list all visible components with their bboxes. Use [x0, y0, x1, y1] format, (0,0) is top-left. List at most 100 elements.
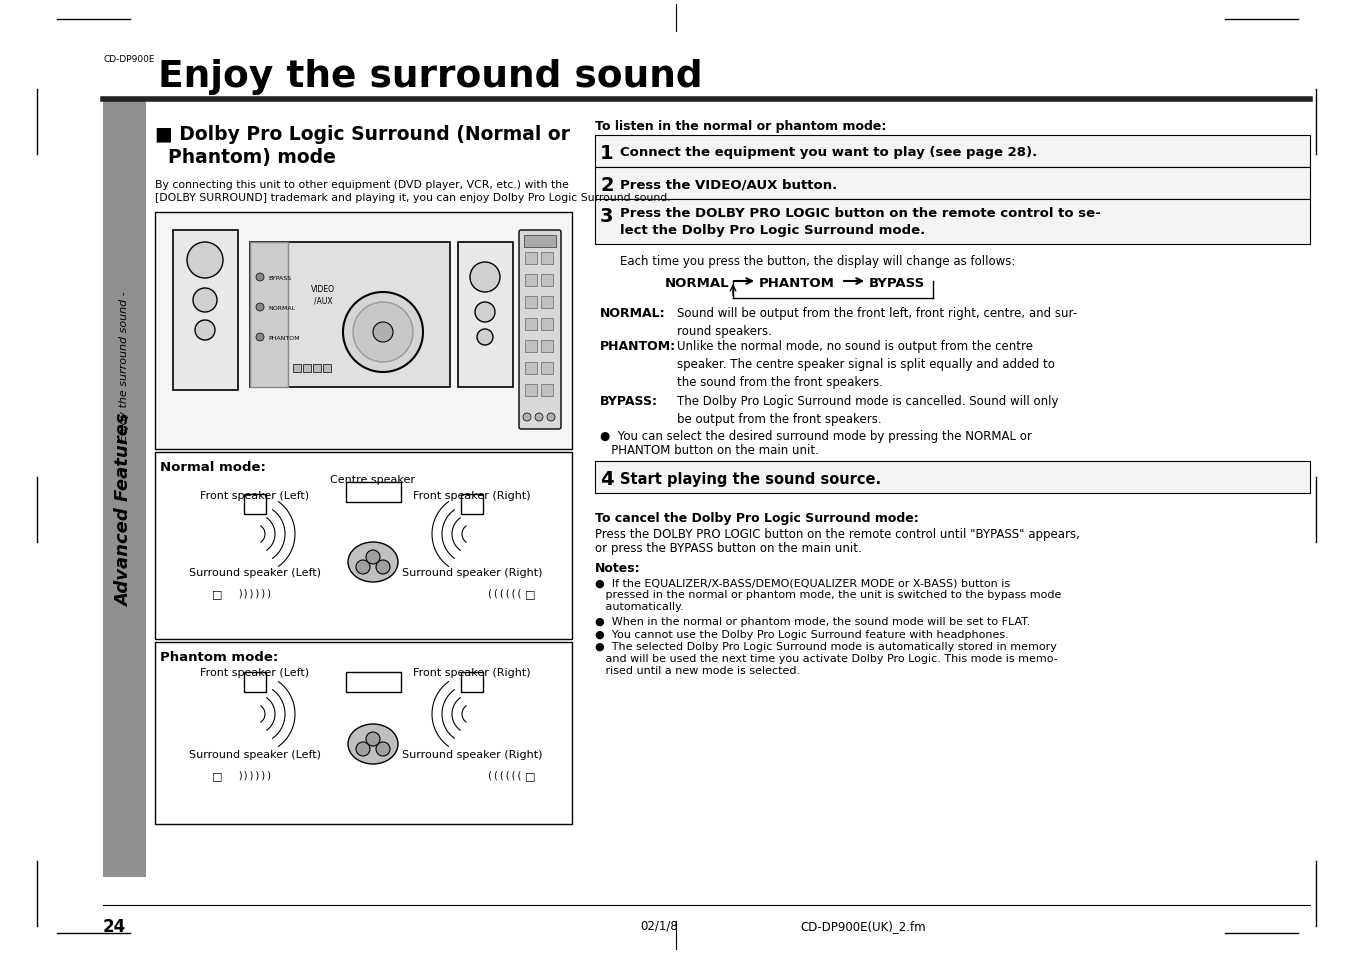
- Circle shape: [255, 274, 263, 282]
- Ellipse shape: [349, 542, 399, 582]
- Circle shape: [193, 289, 218, 313]
- Text: Press the DOLBY PRO LOGIC button on the remote control to se-: Press the DOLBY PRO LOGIC button on the …: [620, 207, 1101, 220]
- Text: CD-DP900E: CD-DP900E: [103, 55, 154, 64]
- Bar: [540, 363, 553, 375]
- Text: CD-DP900E(UK)_2.fm: CD-DP900E(UK)_2.fm: [800, 919, 925, 932]
- Text: 24: 24: [103, 917, 126, 935]
- Text: Centre speaker: Centre speaker: [331, 475, 416, 484]
- Text: PHANTOM: PHANTOM: [759, 276, 835, 290]
- Text: ●  You can select the desired surround mode by pressing the NORMAL or: ● You can select the desired surround mo…: [600, 430, 1032, 442]
- Text: □: □: [212, 588, 223, 598]
- Circle shape: [366, 732, 380, 746]
- Text: 1: 1: [600, 144, 613, 163]
- Bar: [323, 365, 331, 373]
- Text: Surround speaker (Left): Surround speaker (Left): [189, 749, 322, 760]
- Circle shape: [255, 334, 263, 341]
- Circle shape: [343, 293, 423, 373]
- Bar: [540, 274, 553, 287]
- Bar: [594, 136, 1310, 168]
- Circle shape: [376, 742, 390, 757]
- Bar: [155, 642, 571, 824]
- Text: )))))): )))))): [236, 588, 273, 598]
- Circle shape: [195, 320, 215, 340]
- Text: Normal mode:: Normal mode:: [159, 460, 266, 474]
- Text: Surround speaker (Right): Surround speaker (Right): [401, 749, 542, 760]
- Text: Press the VIDEO/AUX button.: Press the VIDEO/AUX button.: [620, 178, 838, 191]
- Text: □: □: [212, 770, 223, 781]
- Text: Phantom mode:: Phantom mode:: [159, 650, 278, 663]
- Text: Surround speaker (Left): Surround speaker (Left): [189, 567, 322, 578]
- Text: automatically.: automatically.: [594, 601, 684, 612]
- Ellipse shape: [349, 724, 399, 764]
- FancyBboxPatch shape: [519, 231, 561, 430]
- Bar: [461, 495, 484, 515]
- Text: PHANTOM:: PHANTOM:: [600, 339, 676, 353]
- Bar: [594, 461, 1310, 494]
- Text: BYPASS:: BYPASS:: [600, 395, 658, 408]
- Bar: [540, 296, 553, 309]
- Text: Surround speaker (Right): Surround speaker (Right): [401, 567, 542, 578]
- Circle shape: [523, 414, 531, 421]
- Bar: [526, 296, 536, 309]
- Text: 3: 3: [600, 207, 613, 226]
- Circle shape: [470, 263, 500, 293]
- Bar: [245, 672, 266, 692]
- Bar: [155, 213, 571, 450]
- Text: ●  When in the normal or phantom mode, the sound mode will be set to FLAT.: ● When in the normal or phantom mode, th…: [594, 617, 1031, 626]
- Bar: [526, 340, 536, 353]
- Text: Front speaker (Left): Front speaker (Left): [200, 667, 309, 678]
- Bar: [594, 168, 1310, 200]
- Text: The Dolby Pro Logic Surround mode is cancelled. Sound will only
be output from t: The Dolby Pro Logic Surround mode is can…: [677, 395, 1058, 426]
- Text: ●  The selected Dolby Pro Logic Surround mode is automatically stored in memory: ● The selected Dolby Pro Logic Surround …: [594, 641, 1056, 651]
- Circle shape: [477, 330, 493, 346]
- Bar: [250, 243, 450, 388]
- Text: By connecting this unit to other equipment (DVD player, VCR, etc.) with the: By connecting this unit to other equipme…: [155, 180, 569, 190]
- Text: 2: 2: [600, 175, 613, 194]
- Bar: [250, 243, 288, 388]
- Text: NORMAL:: NORMAL:: [600, 307, 666, 319]
- Text: NORMAL: NORMAL: [665, 276, 730, 290]
- Circle shape: [476, 303, 494, 323]
- Bar: [526, 318, 536, 331]
- Text: BYPASS: BYPASS: [267, 275, 290, 280]
- Bar: [540, 318, 553, 331]
- Text: Front speaker (Right): Front speaker (Right): [413, 491, 531, 500]
- Circle shape: [186, 243, 223, 278]
- Bar: [313, 365, 322, 373]
- Text: Front speaker (Left): Front speaker (Left): [200, 491, 309, 500]
- Text: Phantom) mode: Phantom) mode: [155, 148, 336, 167]
- Bar: [458, 243, 513, 388]
- Text: Unlike the normal mode, no sound is output from the centre
speaker. The centre s: Unlike the normal mode, no sound is outp…: [677, 339, 1055, 389]
- Text: PHANTOM: PHANTOM: [267, 335, 300, 340]
- Text: To cancel the Dolby Pro Logic Surround mode:: To cancel the Dolby Pro Logic Surround m…: [594, 512, 919, 524]
- Text: To listen in the normal or phantom mode:: To listen in the normal or phantom mode:: [594, 120, 886, 132]
- Circle shape: [547, 414, 555, 421]
- Bar: [526, 253, 536, 265]
- Text: Sound will be output from the front left, front right, centre, and sur-
round sp: Sound will be output from the front left…: [677, 307, 1077, 337]
- Bar: [303, 365, 311, 373]
- Text: Front speaker (Right): Front speaker (Right): [413, 667, 531, 678]
- Circle shape: [535, 414, 543, 421]
- Text: Notes:: Notes:: [594, 561, 640, 575]
- Text: 02/1/8: 02/1/8: [640, 919, 678, 932]
- Circle shape: [376, 560, 390, 575]
- Bar: [346, 672, 401, 692]
- Text: VIDEO
/AUX: VIDEO /AUX: [311, 285, 335, 305]
- Bar: [103, 100, 146, 877]
- Text: □: □: [524, 770, 535, 781]
- Text: ((((((: ((((((: [486, 588, 523, 598]
- Bar: [526, 274, 536, 287]
- Text: ●  You cannot use the Dolby Pro Logic Surround feature with headphones.: ● You cannot use the Dolby Pro Logic Sur…: [594, 629, 1009, 639]
- Text: [DOLBY SURROUND] trademark and playing it, you can enjoy Dolby Pro Logic Surroun: [DOLBY SURROUND] trademark and playing i…: [155, 193, 670, 203]
- Text: ((((((: ((((((: [486, 770, 523, 781]
- Text: and will be used the next time you activate Dolby Pro Logic. This mode is memo-: and will be used the next time you activ…: [594, 654, 1058, 663]
- Text: lect the Dolby Pro Logic Surround mode.: lect the Dolby Pro Logic Surround mode.: [620, 224, 925, 236]
- Bar: [173, 231, 238, 391]
- Circle shape: [357, 560, 370, 575]
- Text: Connect the equipment you want to play (see page 28).: Connect the equipment you want to play (…: [620, 146, 1038, 159]
- Bar: [526, 385, 536, 396]
- Text: or press the BYPASS button on the main unit.: or press the BYPASS button on the main u…: [594, 541, 862, 555]
- Text: Start playing the sound source.: Start playing the sound source.: [620, 472, 881, 486]
- Circle shape: [353, 303, 413, 363]
- Text: rised until a new mode is selected.: rised until a new mode is selected.: [594, 665, 800, 676]
